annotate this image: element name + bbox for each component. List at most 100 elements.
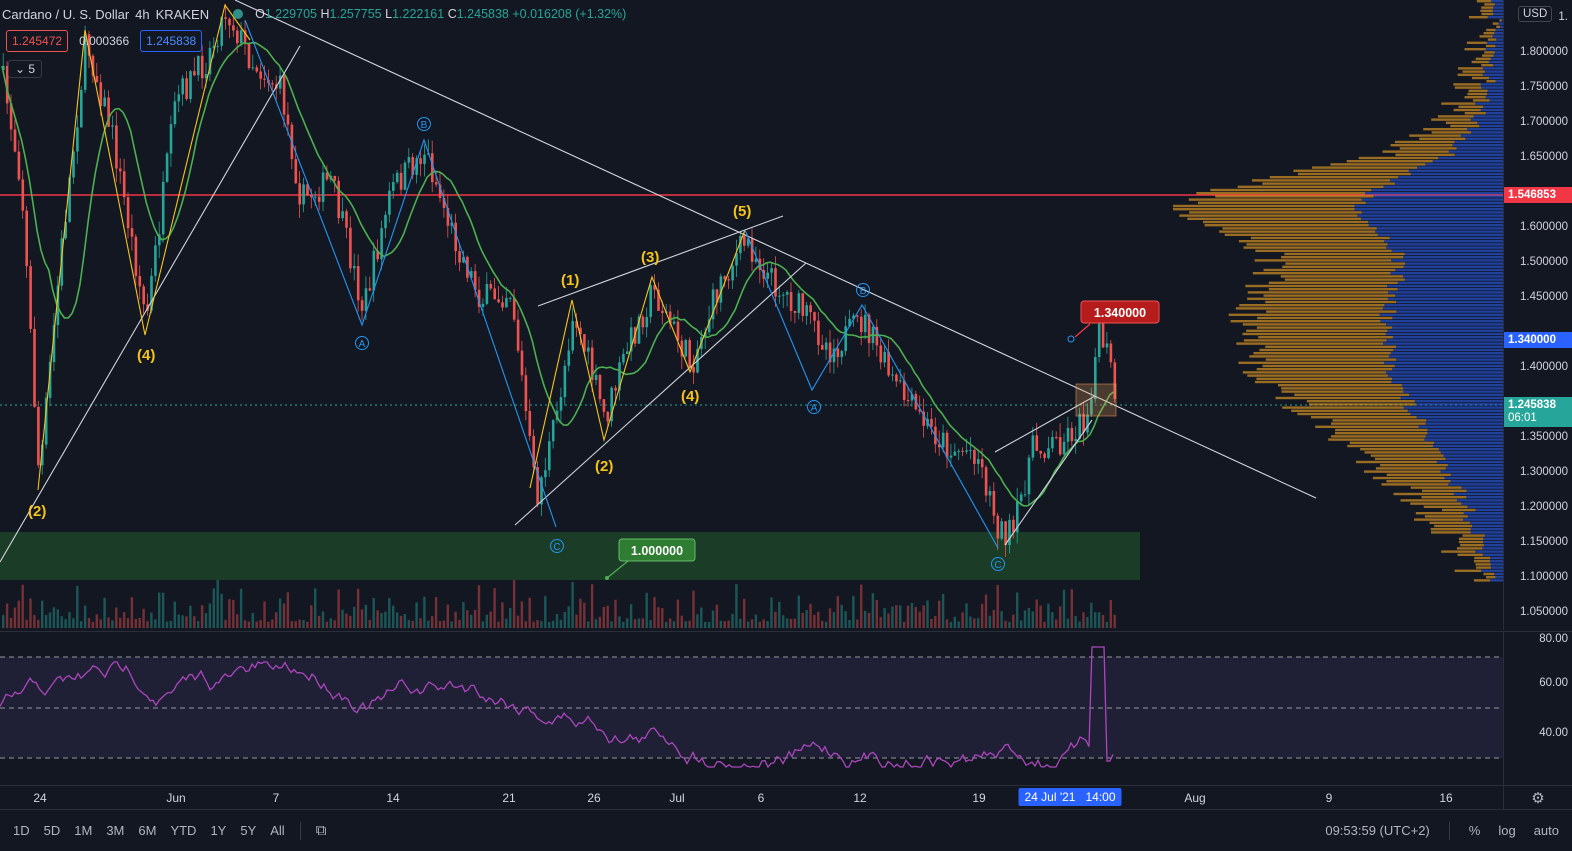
abc-labels: B A C B A C <box>355 117 1005 571</box>
time-tick: 6 <box>757 791 765 805</box>
range-1y[interactable]: 1Y <box>210 823 227 838</box>
interval[interactable]: 4h <box>135 6 150 22</box>
ohlc-values: O1.229705 H1.257755 L1.222161 C1.245838 … <box>255 7 627 21</box>
time-tick: 14 <box>386 791 400 805</box>
log-scale-toggle[interactable]: log <box>1498 823 1516 838</box>
main-chart-pane[interactable]: (2) (4) (1) (3) (5) (2) (4) B A C B A C <box>0 0 1503 630</box>
spread-value: 0.000366 <box>79 34 130 48</box>
time-tick: 26 <box>587 791 601 805</box>
price-tick: 1.100000 <box>1520 571 1568 583</box>
time-tick: 9 <box>1325 791 1333 805</box>
volume-bars <box>2 579 1116 628</box>
abc-label: A <box>811 403 818 414</box>
price-tick: 1.200000 <box>1520 501 1568 513</box>
symbol-legend[interactable]: Cardano / U. S. Dollar 4h KRAKEN O1.2297… <box>0 0 626 28</box>
bottom-right-controls: 09:53:59 (UTC+2) % log auto <box>1318 821 1566 840</box>
range-1d[interactable]: 1D <box>13 823 30 838</box>
market-status-icon <box>233 9 244 19</box>
rsi-tick: 80.00 <box>1539 633 1568 645</box>
time-tick: Jul <box>669 791 685 805</box>
wave-label: (3) <box>641 249 659 266</box>
svg-text:1.340000: 1.340000 <box>1094 306 1146 320</box>
wave-label: (4) <box>137 347 155 364</box>
wave-label: (2) <box>595 458 613 475</box>
price-tick: 1.400000 <box>1520 361 1568 373</box>
time-tick: 7 <box>272 791 280 805</box>
rsi-axis: 80.00 60.00 40.00 <box>1503 631 1572 785</box>
elliott-wave-yellow-2 <box>529 229 746 489</box>
sell-price-button[interactable]: 1.245472 <box>6 30 69 52</box>
percent-scale-toggle[interactable]: % <box>1468 823 1481 838</box>
divider <box>299 821 301 840</box>
symbol-name[interactable]: Cardano / U. S. Dollar <box>2 6 130 22</box>
svg-text:1.000000: 1.000000 <box>631 544 683 558</box>
rsi-canvas[interactable] <box>0 632 1503 785</box>
time-tick: 21 <box>502 791 516 805</box>
chart-settings-button[interactable]: ⚙ <box>1503 785 1572 809</box>
date-range-icon[interactable]: ⧉ <box>315 822 327 839</box>
price-tick: 1.050000 <box>1520 606 1568 618</box>
rsi-pane[interactable] <box>0 631 1503 785</box>
auto-scale-toggle[interactable]: auto <box>1533 823 1559 838</box>
wave-label: (4) <box>681 388 699 405</box>
price-axis[interactable]: USD 1. 1.800000 1.750000 1.700000 1.6500… <box>1503 0 1572 630</box>
range-1m[interactable]: 1M <box>74 823 93 838</box>
time-tick: 12 <box>853 791 867 805</box>
candles <box>2 3 1117 558</box>
price-tick: 1.700000 <box>1520 116 1568 128</box>
clock[interactable]: 09:53:59 (UTC+2) <box>1325 823 1430 838</box>
time-tick: 24 <box>33 791 47 805</box>
price-tick: 1.150000 <box>1520 536 1568 548</box>
price-tick: 1.350000 <box>1520 431 1568 443</box>
range-6m[interactable]: 6M <box>138 823 157 838</box>
range-5d[interactable]: 5D <box>43 823 61 838</box>
trade-price-boxes: 1.245472 0.000366 1.245838 <box>6 30 203 52</box>
buy-price-button[interactable]: 1.245838 <box>140 30 203 52</box>
price-tick: 1.300000 <box>1520 466 1568 478</box>
gear-icon: ⚙ <box>1531 789 1545 807</box>
bar-countdown: 06:01 <box>1508 412 1537 424</box>
price-tick: 1.650000 <box>1520 151 1568 163</box>
range-5y[interactable]: 5Y <box>240 823 257 838</box>
time-axis[interactable]: 24 Jun 7 14 21 26 Jul 6 12 19 24 Jul '21… <box>0 785 1503 809</box>
price-tick: 1.500000 <box>1520 256 1568 268</box>
abc-label: B <box>860 286 867 297</box>
price-tick: 1.600000 <box>1520 221 1568 233</box>
abc-label: C <box>994 560 1001 571</box>
rsi-line <box>0 646 1114 769</box>
price-tick: 1.800000 <box>1520 46 1568 58</box>
abc-label: C <box>553 542 560 553</box>
target-callout: 1.340000 <box>1067 300 1160 343</box>
wave-labels: (2) (4) (1) (3) (5) (2) (4) <box>28 203 751 520</box>
price-tick: 1.750000 <box>1520 81 1568 93</box>
trend-lines <box>0 0 1317 563</box>
crosshair-time-label: 24 Jul '21 14:00 <box>1018 788 1122 806</box>
rsi-tick: 40.00 <box>1539 727 1568 739</box>
range-all[interactable]: All <box>270 823 285 838</box>
chevron-down-icon: ⌄ <box>15 62 26 76</box>
target-price-tag: 1.340000 <box>1504 332 1572 348</box>
resistance-price-tag: 1.546853 <box>1504 187 1572 203</box>
moving-average-line <box>1 41 1115 507</box>
time-tick: 19 <box>972 791 986 805</box>
price-chart-canvas[interactable]: (2) (4) (1) (3) (5) (2) (4) B A C B A C <box>0 0 1503 630</box>
time-tick: 16 <box>1439 791 1453 805</box>
price-tick: 1. <box>1558 11 1568 23</box>
time-tick: Aug <box>1184 791 1206 805</box>
range-ytd[interactable]: YTD <box>170 823 197 838</box>
wave-label: (1) <box>561 272 579 289</box>
abc-label: A <box>359 339 366 350</box>
abc-wave-blue <box>244 19 557 528</box>
range-3m[interactable]: 3M <box>106 823 125 838</box>
price-tick: 1.450000 <box>1520 291 1568 303</box>
support-zone <box>0 532 1140 580</box>
wave-label: (5) <box>733 203 751 220</box>
volume-profile <box>1173 0 1503 582</box>
elliott-wave-yellow <box>37 3 251 491</box>
wave-label: (2) <box>28 503 46 520</box>
currency-button[interactable]: USD <box>1518 6 1553 22</box>
current-price-tag: 1.245838 06:01 <box>1504 397 1572 427</box>
bottom-toolbar: 1D 5D 1M 3M 6M YTD 1Y 5Y All ⧉ 09:53:59 … <box>0 809 1572 851</box>
indicators-toggle-button[interactable]: ⌄ 5 <box>8 60 43 78</box>
exchange: KRAKEN <box>155 6 210 22</box>
